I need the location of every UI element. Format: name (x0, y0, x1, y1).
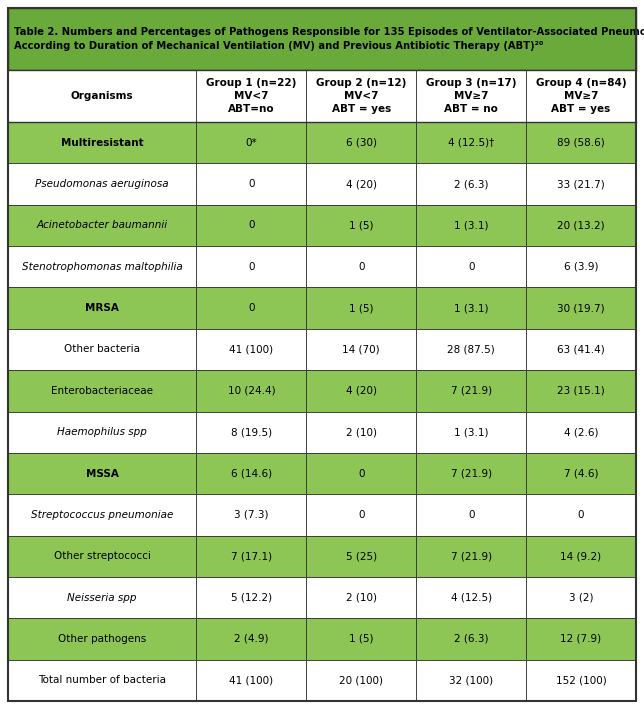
Text: 7 (4.6): 7 (4.6) (564, 469, 598, 479)
Text: Haemophilus spp: Haemophilus spp (57, 428, 147, 437)
Bar (307, 246, 416, 287)
Bar (526, 70, 636, 122)
Bar (416, 577, 526, 618)
Bar (196, 329, 307, 370)
Text: Multiresistant: Multiresistant (61, 138, 144, 147)
Text: Group 4 (n=84)
MV≥7
ABT = yes: Group 4 (n=84) MV≥7 ABT = yes (536, 78, 627, 114)
Text: 23 (15.1): 23 (15.1) (557, 386, 605, 396)
Text: Enterobacteriaceae: Enterobacteriaceae (52, 386, 153, 396)
Text: 1 (3.1): 1 (3.1) (454, 220, 488, 230)
Bar (307, 618, 416, 659)
Bar (8, 411, 196, 453)
Text: Group 3 (n=17)
MV≥7
ABT = no: Group 3 (n=17) MV≥7 ABT = no (426, 78, 516, 114)
Bar (196, 246, 307, 287)
Text: 2 (10): 2 (10) (346, 593, 377, 603)
Bar (196, 618, 307, 659)
Text: 6 (30): 6 (30) (346, 138, 377, 147)
Text: 20 (13.2): 20 (13.2) (557, 220, 605, 230)
Bar (416, 370, 526, 411)
Bar (307, 659, 416, 701)
Text: 8 (19.5): 8 (19.5) (231, 428, 272, 437)
Text: 0: 0 (468, 510, 475, 520)
Text: 152 (100): 152 (100) (556, 675, 607, 686)
Bar (307, 287, 416, 329)
Text: 12 (7.9): 12 (7.9) (560, 634, 601, 644)
Bar (416, 494, 526, 535)
Text: Stenotrophomonas maltophilia: Stenotrophomonas maltophilia (22, 262, 183, 272)
Bar (196, 494, 307, 535)
Bar (196, 659, 307, 701)
Text: Group 1 (n=22)
MV<7
ABT=no: Group 1 (n=22) MV<7 ABT=no (206, 78, 296, 114)
Bar (196, 577, 307, 618)
Text: 0: 0 (358, 510, 365, 520)
Text: 33 (21.7): 33 (21.7) (557, 179, 605, 189)
Bar (526, 122, 636, 163)
Bar (8, 122, 196, 163)
Bar (307, 70, 416, 122)
Text: 2 (10): 2 (10) (346, 428, 377, 437)
Text: Acinetobacter baumannii: Acinetobacter baumannii (37, 220, 168, 230)
Text: MSSA: MSSA (86, 469, 118, 479)
Text: 2 (4.9): 2 (4.9) (234, 634, 269, 644)
Text: 63 (41.4): 63 (41.4) (557, 345, 605, 354)
Bar (526, 163, 636, 205)
Bar (8, 163, 196, 205)
Text: 30 (19.7): 30 (19.7) (557, 303, 605, 313)
Text: 2 (6.3): 2 (6.3) (454, 634, 488, 644)
Text: 4 (12.5)†: 4 (12.5)† (448, 138, 495, 147)
Text: Organisms: Organisms (71, 91, 133, 101)
Text: 7 (21.9): 7 (21.9) (451, 552, 492, 562)
Bar (196, 205, 307, 246)
Bar (8, 535, 196, 577)
Text: 4 (20): 4 (20) (346, 179, 377, 189)
Bar (8, 494, 196, 535)
Text: Total number of bacteria: Total number of bacteria (38, 675, 166, 686)
Bar (196, 535, 307, 577)
Bar (196, 163, 307, 205)
Text: 41 (100): 41 (100) (229, 345, 274, 354)
Bar (526, 659, 636, 701)
Bar (8, 659, 196, 701)
Text: 0: 0 (248, 220, 254, 230)
Text: 0: 0 (468, 262, 475, 272)
Bar (526, 205, 636, 246)
Text: 5 (12.2): 5 (12.2) (231, 593, 272, 603)
Bar (307, 577, 416, 618)
Text: Neisseria spp: Neisseria spp (68, 593, 137, 603)
Bar (8, 246, 196, 287)
Text: Pseudomonas aeruginosa: Pseudomonas aeruginosa (35, 179, 169, 189)
Bar (307, 494, 416, 535)
Text: 1 (5): 1 (5) (349, 634, 374, 644)
Bar (196, 287, 307, 329)
Text: 7 (21.9): 7 (21.9) (451, 469, 492, 479)
Text: 0: 0 (358, 262, 365, 272)
Text: 1 (3.1): 1 (3.1) (454, 428, 488, 437)
Bar (416, 618, 526, 659)
Bar (307, 163, 416, 205)
Bar (8, 70, 196, 122)
Text: 0: 0 (578, 510, 584, 520)
Text: 4 (20): 4 (20) (346, 386, 377, 396)
Text: 32 (100): 32 (100) (449, 675, 493, 686)
Bar (196, 122, 307, 163)
Text: 28 (87.5): 28 (87.5) (448, 345, 495, 354)
Text: Group 2 (n=12)
MV<7
ABT = yes: Group 2 (n=12) MV<7 ABT = yes (316, 78, 406, 114)
Bar (526, 618, 636, 659)
Bar (8, 453, 196, 494)
Bar (416, 329, 526, 370)
Bar (416, 411, 526, 453)
Bar (526, 370, 636, 411)
Text: 0*: 0* (245, 138, 257, 147)
Text: 1 (5): 1 (5) (349, 303, 374, 313)
Bar (307, 370, 416, 411)
Text: 4 (2.6): 4 (2.6) (564, 428, 598, 437)
Text: 0: 0 (358, 469, 365, 479)
Bar (416, 535, 526, 577)
Bar (8, 370, 196, 411)
Bar (196, 70, 307, 122)
Bar (196, 370, 307, 411)
Bar (526, 329, 636, 370)
Bar (8, 329, 196, 370)
Text: MRSA: MRSA (85, 303, 119, 313)
Text: 14 (70): 14 (70) (343, 345, 380, 354)
